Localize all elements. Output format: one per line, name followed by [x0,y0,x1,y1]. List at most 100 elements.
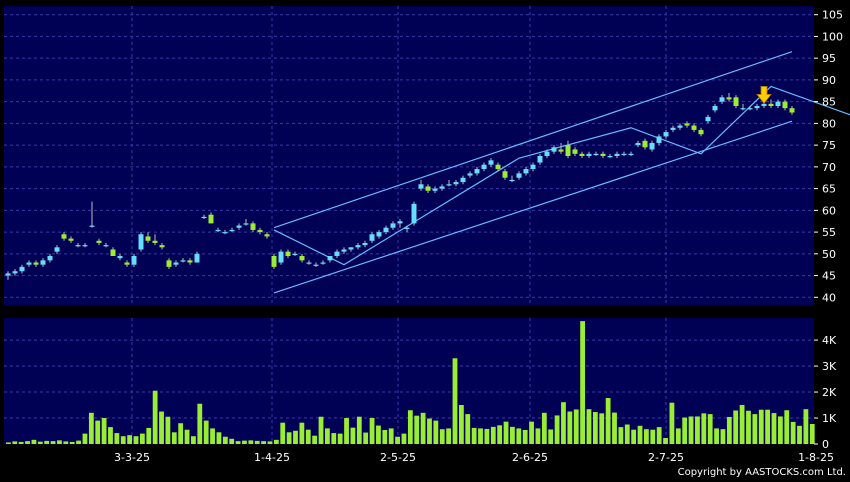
candle [488,158,494,167]
volume-bar [675,428,681,444]
candle-body [418,184,424,189]
copyright-notice: Copyright by AASTOCKS.com Ltd. [678,467,846,478]
candle-body [754,106,760,109]
candle-body [698,129,704,135]
candle [502,169,508,180]
volume-bar [350,427,356,444]
candle [327,256,333,263]
candle [124,260,130,267]
candle-body [502,171,508,178]
price-tick-label: 80 [822,117,836,130]
candle-body [621,153,627,156]
price-tick-label: 50 [822,248,836,261]
candle-body [313,264,319,266]
candle-body [110,249,116,256]
candle-body [257,229,263,233]
price-panel [4,6,814,306]
candle [495,162,501,172]
candle [243,219,249,226]
volume-bar [599,413,605,444]
candle-body [166,260,172,267]
candle [635,140,641,148]
candle-body [474,169,480,174]
candle [215,227,221,233]
candle-body [446,184,452,186]
candle [201,214,207,220]
candle [460,175,466,185]
candlesticks [5,92,795,280]
candle [166,258,172,270]
candle-body [404,227,410,229]
volume-bar [618,427,624,444]
volume-bar [688,416,694,444]
candle [187,258,193,265]
candle [726,92,732,102]
candle [705,114,711,124]
candle-body [551,147,557,152]
price-tick-label: 85 [822,96,836,109]
candle-body [516,173,522,178]
candle-body [26,262,32,265]
candle-body [747,108,753,110]
volume-bar [535,428,541,444]
candle [677,123,683,130]
volume-bar [650,429,656,444]
sell-arrow-icon [756,86,772,105]
price-tick-label: 65 [822,183,836,196]
candle [775,99,781,109]
candle [509,175,515,183]
volume-bar [382,429,388,444]
candle [180,258,186,263]
volume-bar [580,321,585,444]
candle-body [390,223,396,228]
candle [551,145,557,154]
volume-bar [184,429,190,444]
volume-bar [605,398,611,444]
candle-body [187,260,193,263]
volume-bar [25,441,30,444]
volume-bar [490,426,496,444]
candle [145,232,151,243]
candle-body [243,223,249,225]
volume-bar [165,416,171,444]
candle [5,271,11,280]
candle [537,153,543,165]
volume-bar [471,427,477,444]
candle [138,232,144,252]
volume-bar [733,410,739,444]
volume-bar [331,433,337,444]
candle-body [523,169,529,174]
candle [369,232,375,243]
volume-bar [63,441,69,444]
date-tick-label: 2-6-25 [512,451,548,464]
candle-body [383,227,389,233]
volume-bar [280,422,286,444]
candle-body [586,153,592,156]
candle [579,151,585,159]
volume-bar [242,440,247,444]
volume-tick-label: 2K [822,386,837,399]
volume-bar [771,413,777,444]
candle [593,151,599,156]
candle [236,223,242,230]
volume-bar [758,409,764,444]
candle [530,162,536,172]
candle-body [775,101,781,106]
candle-body [278,251,284,263]
volume-bar [171,432,177,444]
volume-bar [714,428,719,444]
candle-body [691,125,697,130]
candle [19,264,25,274]
volume-bar [337,433,343,444]
volume-bar [286,432,292,444]
candle [103,242,109,248]
price-tick-label: 45 [822,270,836,283]
candle [173,260,179,267]
candle [159,242,165,250]
candle-body [733,97,739,106]
volume-bar [567,411,573,444]
volume-bar [248,440,254,444]
volume-bar [701,413,707,444]
volume-bar [439,429,445,444]
